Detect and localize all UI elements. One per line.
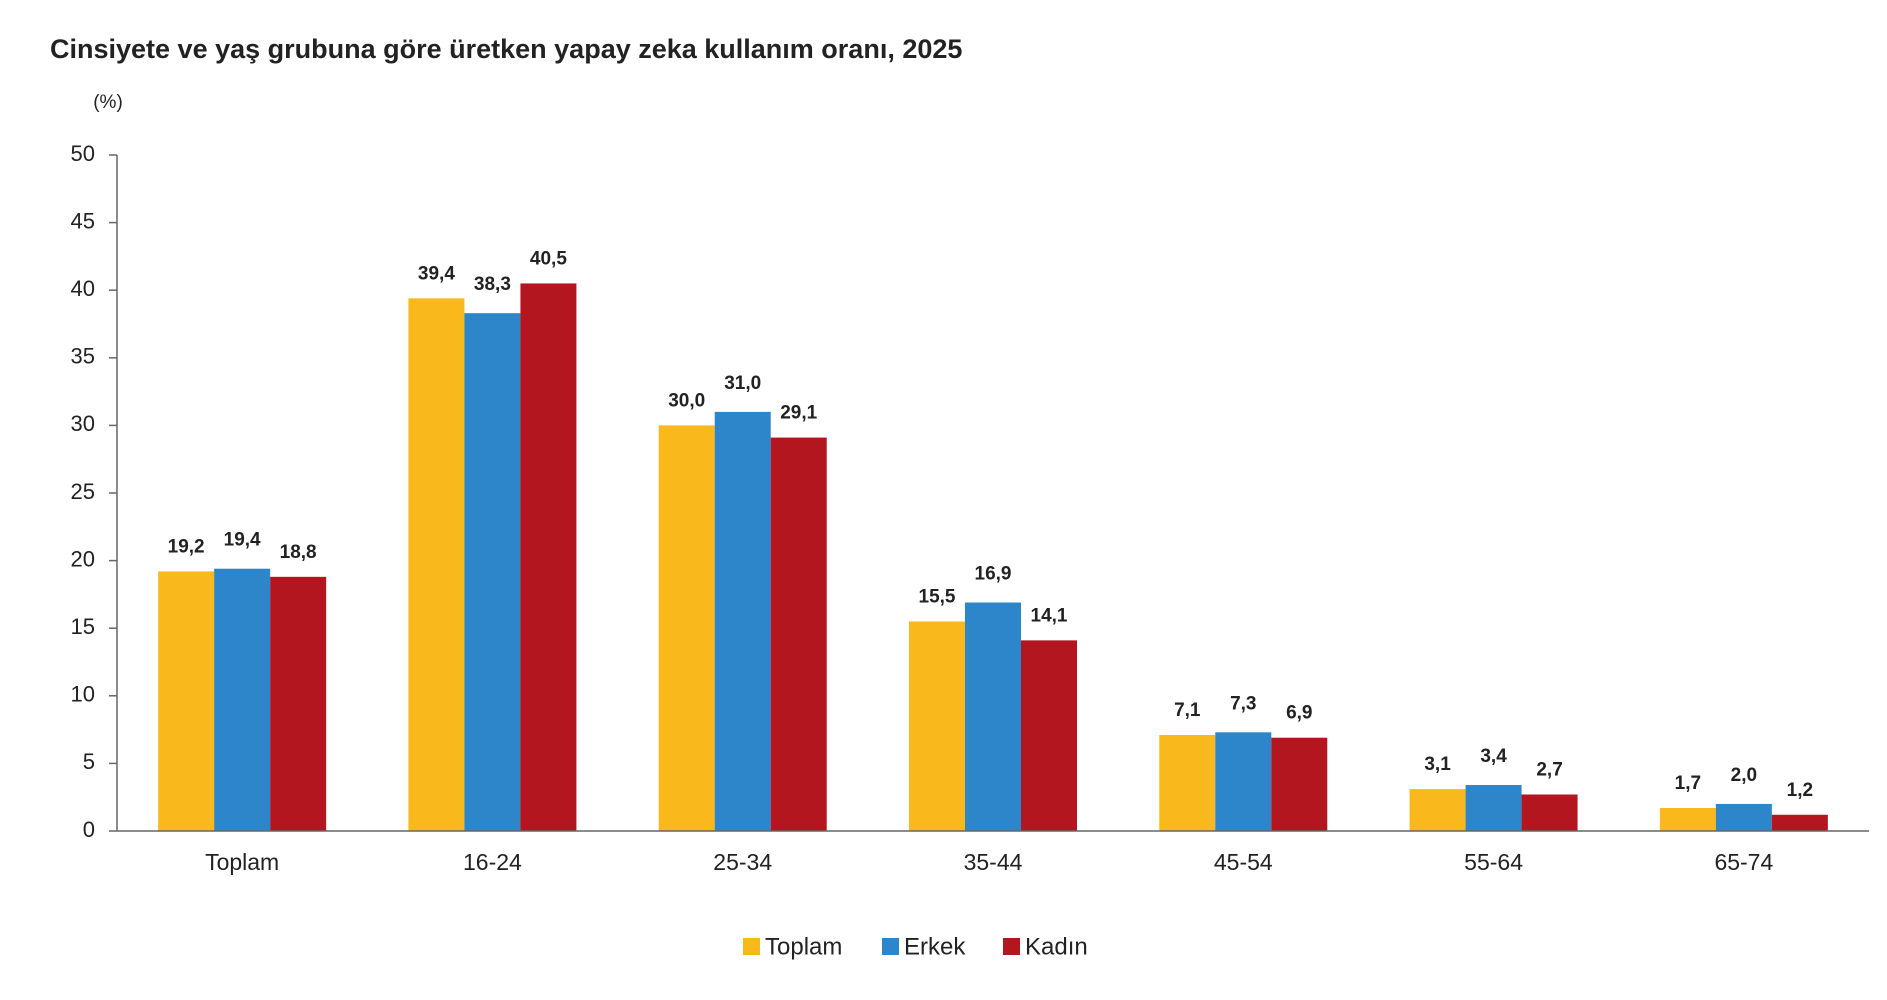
y-tick-label: 5 [83, 749, 95, 774]
y-tick-label: 40 [71, 276, 95, 301]
data-label: 38,3 [474, 274, 511, 295]
y-tick-label: 45 [71, 208, 95, 233]
y-tick-label: 20 [71, 546, 95, 571]
x-tick-label: 25-34 [713, 849, 772, 875]
x-tick-label: 35-44 [964, 849, 1023, 875]
data-label: 6,9 [1286, 703, 1312, 724]
data-label: 31,0 [724, 373, 761, 394]
data-label: 3,4 [1480, 746, 1507, 767]
bar [1215, 732, 1272, 831]
legend-swatch [743, 938, 760, 955]
y-tick-label: 25 [71, 479, 95, 504]
x-tick-label: 16-24 [463, 849, 522, 875]
legend-label: Kadın [1025, 933, 1088, 960]
y-tick-label: 30 [71, 411, 95, 436]
legend-swatch [1003, 938, 1020, 955]
x-tick-label: Toplam [205, 849, 279, 875]
data-label: 3,1 [1424, 754, 1451, 775]
bar [1021, 640, 1077, 831]
data-label: 7,3 [1230, 693, 1256, 714]
x-tick-label: 65-74 [1714, 849, 1773, 875]
bar [520, 283, 577, 831]
bar [1159, 735, 1216, 831]
bar [658, 425, 715, 831]
data-label: 14,1 [1031, 605, 1068, 626]
y-tick-label: 35 [71, 344, 95, 369]
y-tick-label: 0 [83, 817, 95, 842]
bar [270, 576, 327, 831]
data-label: 1,7 [1675, 773, 1701, 794]
data-label: 19,4 [224, 530, 261, 551]
y-axis-label: (%) [93, 92, 123, 113]
bar [1465, 785, 1522, 831]
x-tick-label: 45-54 [1214, 849, 1273, 875]
bar [965, 602, 1021, 831]
data-label: 16,9 [975, 564, 1012, 585]
data-label: 30,0 [668, 390, 705, 411]
data-label: 19,2 [168, 536, 205, 557]
data-label: 15,5 [919, 586, 956, 607]
bar [714, 411, 771, 831]
data-label: 18,8 [280, 542, 317, 563]
data-label: 39,4 [418, 263, 455, 284]
chart-title: Cinsiyete ve yaş grubuna göre üretken ya… [50, 34, 962, 64]
bar [1271, 737, 1328, 831]
y-tick-label: 15 [71, 614, 95, 639]
legend-label: Toplam [765, 933, 842, 960]
bar [464, 313, 521, 832]
x-tick-label: 55-64 [1464, 849, 1523, 875]
data-label: 40,5 [530, 248, 567, 269]
bar [909, 621, 965, 831]
bar [1771, 814, 1828, 831]
bar [1659, 808, 1716, 831]
legend-swatch [882, 938, 899, 955]
bar [408, 298, 465, 831]
data-label: 1,2 [1787, 780, 1813, 801]
data-label: 29,1 [780, 403, 817, 424]
y-tick-label: 10 [71, 682, 95, 707]
data-label: 2,0 [1731, 765, 1757, 786]
bar [1409, 789, 1466, 831]
data-label: 2,7 [1536, 760, 1562, 781]
bar [770, 437, 827, 831]
bar [1521, 794, 1578, 831]
y-tick-label: 50 [71, 141, 95, 166]
bar [1715, 803, 1772, 831]
data-label: 7,1 [1174, 700, 1201, 721]
bar [158, 571, 215, 831]
legend-label: Erkek [904, 933, 966, 960]
bar [214, 568, 271, 831]
